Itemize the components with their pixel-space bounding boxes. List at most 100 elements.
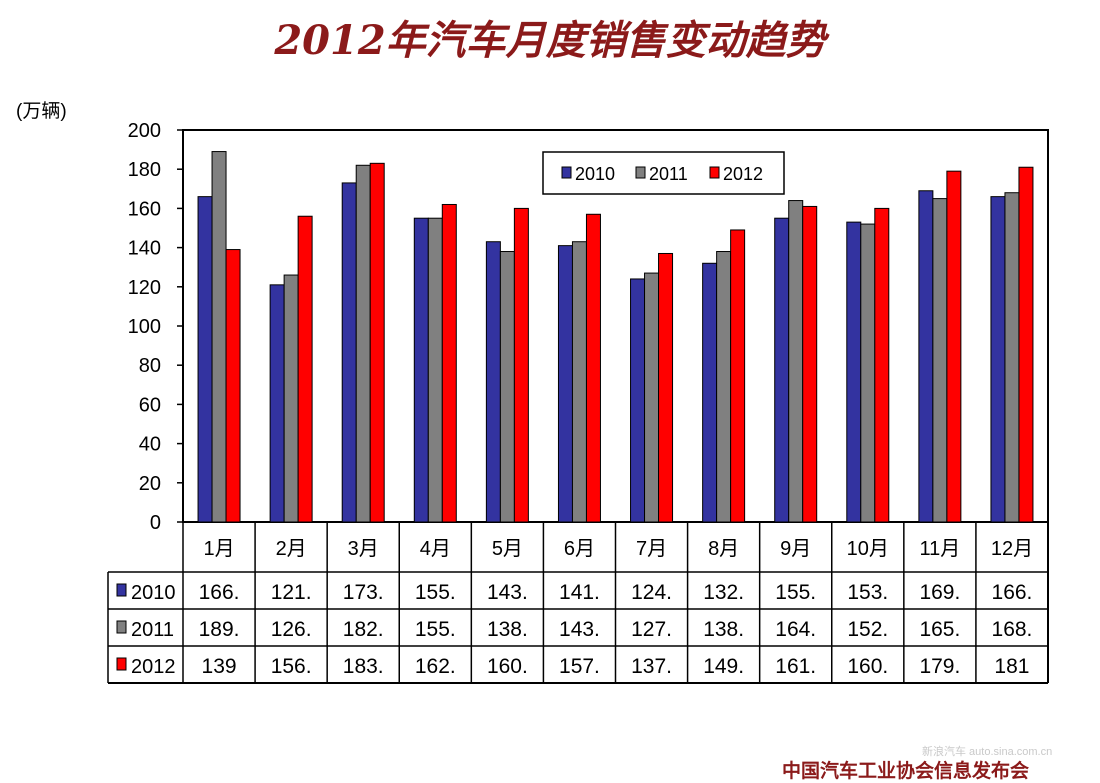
table-cell-2012-5: 160. bbox=[487, 655, 528, 678]
category-label: 12月 bbox=[991, 538, 1033, 560]
category-label: 7月 bbox=[636, 538, 667, 560]
table-cell-2012-2: 156. bbox=[271, 655, 312, 678]
category-label: 1月 bbox=[203, 538, 234, 560]
bar-2011-4 bbox=[427, 217, 443, 523]
legend-label-2011: 2011 bbox=[649, 164, 688, 184]
table-swatch-2010 bbox=[116, 583, 127, 597]
table-row-label-2011: 2011 bbox=[131, 619, 174, 641]
bar-2011-10 bbox=[860, 223, 876, 523]
bar-2010-2 bbox=[269, 284, 285, 523]
y-tick-label: 160 bbox=[128, 198, 161, 220]
y-tick-label: 200 bbox=[128, 120, 161, 142]
bar-2012-2 bbox=[297, 215, 313, 523]
bar-2011-8 bbox=[716, 251, 732, 523]
table-cell-2011-3: 182. bbox=[343, 618, 384, 641]
table-cell-2010-2: 121. bbox=[271, 581, 312, 604]
source-label: 中国汽车工业协会信息发布会 bbox=[782, 761, 1030, 782]
bar-2010-5 bbox=[485, 241, 501, 523]
bar-2011-5 bbox=[499, 251, 515, 523]
bar-2010-6 bbox=[557, 245, 573, 523]
bar-2010-10 bbox=[846, 221, 862, 523]
bar-2011-6 bbox=[571, 241, 587, 523]
y-tick-label: 140 bbox=[128, 238, 161, 260]
bar-2011-9 bbox=[788, 200, 804, 523]
bar-2012-11 bbox=[946, 170, 962, 523]
table-cell-2011-11: 165. bbox=[919, 618, 960, 641]
bar-2011-11 bbox=[932, 198, 948, 523]
bar-2010-3 bbox=[341, 182, 357, 523]
table-cell-2011-10: 152. bbox=[847, 618, 888, 641]
table-cell-2010-6: 141. bbox=[559, 581, 600, 604]
bar-2010-12 bbox=[990, 196, 1006, 523]
table-cell-2012-11: 179. bbox=[919, 655, 960, 678]
table-cell-2010-7: 124. bbox=[631, 581, 672, 604]
bar-2010-1 bbox=[197, 196, 213, 523]
table-row-label-2012: 2012 bbox=[131, 656, 176, 678]
legend-box bbox=[542, 151, 785, 195]
table-swatch-2011 bbox=[116, 620, 127, 634]
category-label: 2月 bbox=[276, 538, 307, 560]
bar-2011-7 bbox=[644, 272, 660, 523]
bar-2011-2 bbox=[283, 274, 299, 523]
table-cell-2012-3: 183. bbox=[343, 655, 384, 678]
table-cell-2011-1: 189. bbox=[199, 618, 240, 641]
legend-swatch-2011 bbox=[635, 166, 646, 179]
table-cell-2012-9: 161. bbox=[775, 655, 816, 678]
bar-2012-7 bbox=[658, 252, 674, 523]
table-row-label-2010: 2010 bbox=[131, 582, 176, 604]
table-cell-2010-1: 166. bbox=[199, 581, 240, 604]
bar-2011-3 bbox=[355, 164, 371, 523]
bar-2010-4 bbox=[413, 217, 429, 523]
bar-2012-9 bbox=[802, 205, 818, 523]
category-label: 11月 bbox=[919, 538, 960, 560]
table-cell-2010-4: 155. bbox=[415, 581, 456, 604]
y-tick-label: 60 bbox=[139, 394, 161, 416]
bar-2012-6 bbox=[585, 213, 601, 523]
legend-swatch-2012 bbox=[709, 166, 720, 179]
y-tick-label: 0 bbox=[150, 512, 161, 534]
category-label: 3月 bbox=[348, 538, 379, 560]
bar-2012-5 bbox=[513, 207, 529, 523]
y-tick-label: 40 bbox=[139, 434, 161, 456]
table-cell-2011-8: 138. bbox=[703, 618, 744, 641]
table-cell-2011-7: 127. bbox=[631, 618, 672, 641]
table-cell-2011-2: 126. bbox=[271, 618, 312, 641]
table-cell-2012-4: 162. bbox=[415, 655, 456, 678]
bar-2012-8 bbox=[730, 229, 746, 523]
y-tick-label: 80 bbox=[139, 355, 161, 377]
bar-2012-12 bbox=[1018, 166, 1034, 523]
bar-2010-8 bbox=[702, 262, 718, 523]
table-cell-2010-3: 173. bbox=[343, 581, 384, 604]
table-cell-2011-5: 138. bbox=[487, 618, 528, 641]
bar-2012-1 bbox=[225, 249, 241, 523]
bar-2012-4 bbox=[441, 203, 457, 523]
category-label: 5月 bbox=[492, 538, 523, 560]
category-label: 9月 bbox=[780, 538, 811, 560]
y-axis-unit-label: (万辆) bbox=[16, 101, 67, 122]
table-cell-2011-6: 143. bbox=[559, 618, 600, 641]
table-cell-2010-9: 155. bbox=[775, 581, 816, 604]
category-label: 8月 bbox=[708, 538, 739, 560]
table-cell-2010-5: 143. bbox=[487, 581, 528, 604]
table-cell-2011-12: 168. bbox=[992, 618, 1033, 641]
legend-label-2010: 2010 bbox=[575, 164, 615, 184]
legend-label-2012: 2012 bbox=[723, 164, 763, 184]
y-tick-label: 120 bbox=[128, 277, 161, 299]
bar-2012-3 bbox=[369, 162, 385, 523]
table-cell-2012-7: 137. bbox=[631, 655, 672, 678]
table-cell-2012-12: 181 bbox=[994, 655, 1029, 678]
table-cell-2010-11: 169. bbox=[919, 581, 960, 604]
table-cell-2011-9: 164. bbox=[775, 618, 816, 641]
table-cell-2010-8: 132. bbox=[703, 581, 744, 604]
bar-2011-12 bbox=[1004, 192, 1020, 523]
watermark: 新浪汽车 auto.sina.com.cn bbox=[922, 746, 1053, 758]
legend-swatch-2010 bbox=[561, 166, 572, 179]
category-label: 4月 bbox=[420, 538, 451, 560]
table-swatch-2012 bbox=[116, 657, 127, 671]
table-cell-2012-10: 160. bbox=[847, 655, 888, 678]
table-cell-2010-10: 153. bbox=[847, 581, 888, 604]
table-cell-2011-4: 155. bbox=[415, 618, 456, 641]
bar-2010-9 bbox=[774, 217, 790, 523]
table-cell-2012-6: 157. bbox=[559, 655, 600, 678]
